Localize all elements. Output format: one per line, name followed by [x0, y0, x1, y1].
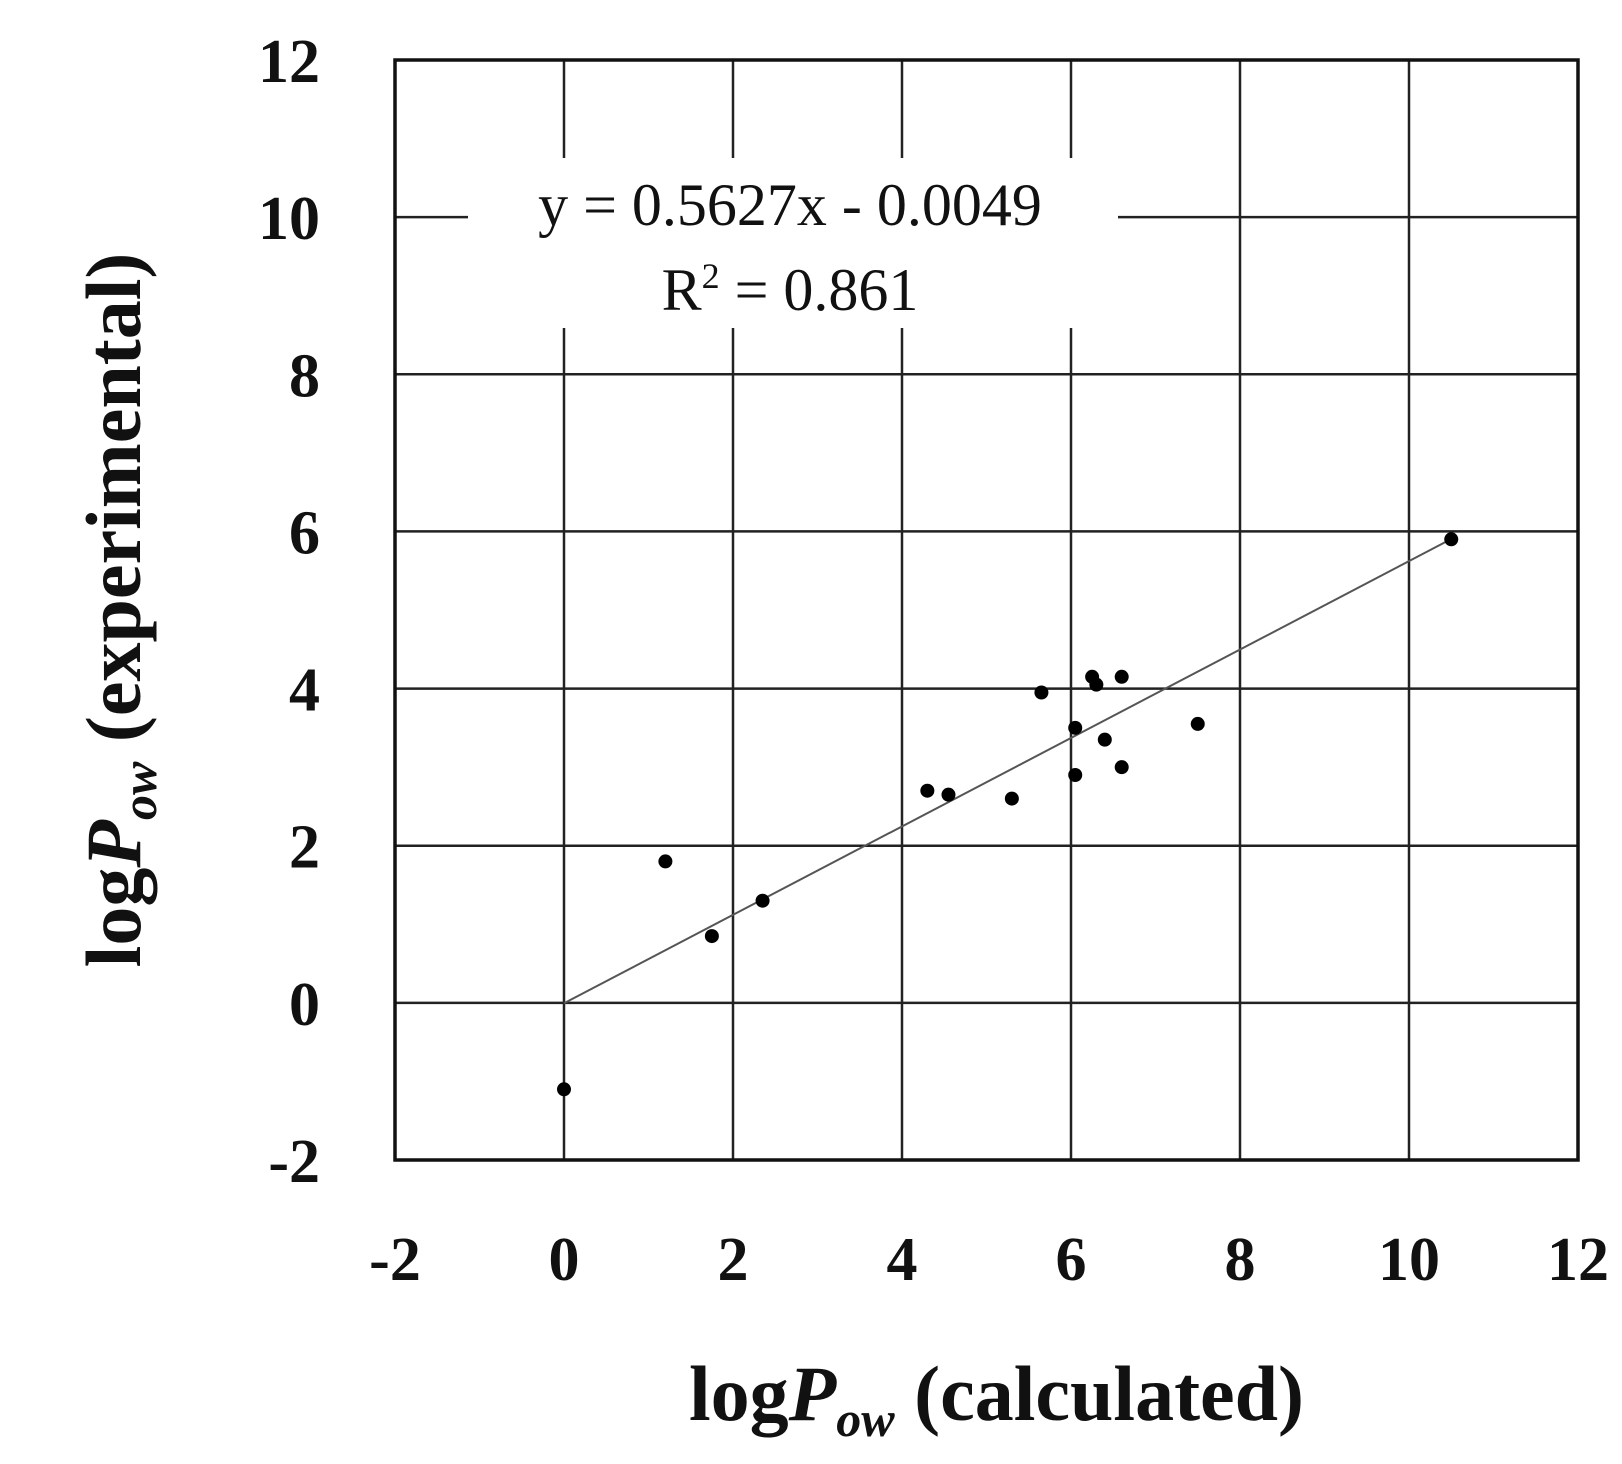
gridlines [393, 58, 1580, 1162]
y-tick-label: 8 [289, 342, 320, 410]
data-point [920, 783, 935, 798]
y-axis-label-sub: ow [111, 761, 167, 820]
y-tick-label: 2 [289, 814, 320, 882]
x-axis-label-var: P [788, 1350, 838, 1437]
x-tick-label: 8 [1225, 1226, 1256, 1294]
data-point [658, 854, 673, 869]
regression-annotation: y = 0.5627x - 0.0049 R2 = 0.861 [468, 158, 1118, 328]
data-point [1444, 532, 1459, 547]
r2-value: = 0.861 [720, 257, 919, 323]
regression-equation: y = 0.5627x - 0.0049 [538, 172, 1042, 238]
trendline [563, 538, 1452, 1005]
y-axis-label-var: P [70, 819, 157, 869]
y-axis-label-suffix: (experimental) [70, 253, 157, 762]
y-tick-label: 12 [258, 28, 320, 96]
x-tick-label: 0 [549, 1226, 580, 1294]
r2-superscript: 2 [702, 256, 720, 296]
x-axis-label-sub: ow [836, 1391, 895, 1447]
x-tick-labels: -2 0 2 4 6 8 10 12 [369, 1226, 1609, 1294]
x-tick-label: -2 [369, 1226, 421, 1294]
data-point [755, 893, 770, 908]
y-axis-label: logPow (experimental) [70, 253, 167, 968]
y-tick-label: 0 [289, 971, 320, 1039]
x-tick-label: 10 [1378, 1226, 1440, 1294]
y-tick-label: 10 [258, 185, 320, 253]
data-point [1068, 720, 1083, 735]
data-point [1068, 768, 1083, 782]
y-tick-label: 6 [289, 499, 320, 567]
x-tick-label: 4 [887, 1226, 918, 1294]
data-point [1114, 760, 1129, 775]
x-axis-label-prefix: log [689, 1350, 789, 1437]
x-tick-label: 6 [1056, 1226, 1087, 1294]
x-axis-label-suffix: (calculated) [895, 1350, 1304, 1437]
data-point [557, 1082, 571, 1097]
data-point [1097, 732, 1112, 747]
equation-background [468, 158, 1118, 328]
data-point [1004, 791, 1019, 806]
x-tick-label: 2 [718, 1226, 749, 1294]
data-points [557, 532, 1459, 1097]
y-axis-label-prefix: log [70, 868, 157, 968]
r-squared-label: R2 = 0.861 [662, 256, 919, 323]
r2-prefix: R [662, 257, 702, 323]
y-tick-label: 4 [289, 657, 320, 725]
plot-frame [393, 58, 1580, 1162]
y-tick-labels: -2 0 2 4 6 8 10 12 [258, 28, 320, 1196]
data-point [1114, 669, 1129, 684]
y-tick-label: -2 [268, 1128, 320, 1196]
data-point [1089, 677, 1104, 692]
data-point [941, 787, 956, 802]
x-tick-label: 12 [1547, 1226, 1609, 1294]
data-point [1190, 716, 1205, 731]
data-point [1034, 685, 1049, 700]
data-point [704, 929, 719, 944]
x-axis-label: logPow (calculated) [689, 1350, 1304, 1447]
